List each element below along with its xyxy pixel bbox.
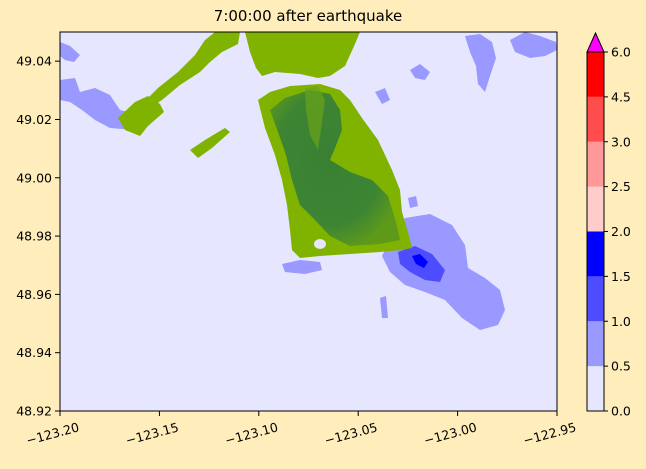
y-tick-label: 48.94 bbox=[16, 345, 52, 360]
land-north-block bbox=[245, 32, 360, 78]
land-ridge-highlight bbox=[305, 86, 325, 150]
inundation-patch-northeast-2 bbox=[510, 32, 557, 58]
colorbar-segment bbox=[587, 96, 604, 142]
inundation-patch-northwest bbox=[60, 42, 80, 62]
x-tick-label: −123.10 bbox=[223, 419, 279, 448]
inundation-patch-northeast-3 bbox=[410, 64, 430, 80]
colorbar-tick-label: 6.0 bbox=[611, 45, 631, 60]
colorbar-segment bbox=[587, 276, 604, 322]
land-west-sliver bbox=[190, 128, 230, 158]
colorbar-extend-max bbox=[586, 31, 605, 53]
land-peninsula-interior bbox=[270, 90, 400, 246]
colorbar-tick-label: 1.0 bbox=[611, 314, 631, 329]
colorbar-tick-label: 3.0 bbox=[611, 134, 631, 149]
inundation-patch-east bbox=[375, 88, 390, 104]
colorbar-tick-label: 0.0 bbox=[611, 404, 631, 419]
y-tick-label: 48.92 bbox=[16, 404, 52, 419]
colorbar-segment bbox=[587, 141, 604, 187]
x-tick-label: −123.00 bbox=[422, 419, 478, 448]
inundation-patch-small-1 bbox=[380, 296, 388, 318]
x-tick-label: −122.95 bbox=[522, 419, 578, 448]
y-tick-label: 49.00 bbox=[16, 170, 52, 185]
x-tick-label: −123.20 bbox=[25, 419, 81, 448]
inundation-patch-northeast-1 bbox=[465, 34, 496, 92]
x-axis: −123.20 −123.15 −123.10 −123.05 −123.00 −122.… bbox=[25, 411, 578, 448]
inundation-patch-deep bbox=[412, 254, 428, 268]
colorbar-segment bbox=[587, 52, 604, 97]
inundation-patch-small-2 bbox=[408, 196, 418, 208]
y-tick-label: 49.02 bbox=[16, 112, 52, 127]
y-tick-label: 48.96 bbox=[16, 287, 52, 302]
colorbar-segment bbox=[587, 186, 604, 232]
chart-title: 7:00:00 after earthquake bbox=[214, 7, 402, 25]
colorbar-segment bbox=[587, 321, 604, 367]
colorbar-tick-label: 2.5 bbox=[611, 179, 631, 194]
land-northern-strip bbox=[142, 32, 240, 108]
inundation-patch-south-coast bbox=[282, 260, 322, 274]
y-tick-label: 48.98 bbox=[16, 229, 52, 244]
y-axis: 48.92 48.94 48.96 48.98 49.00 49.02 49.04 bbox=[16, 54, 60, 419]
colorbar-segment bbox=[587, 366, 604, 411]
x-tick-label: −123.05 bbox=[323, 419, 379, 448]
colorbar-segment bbox=[587, 231, 604, 277]
plot-area bbox=[60, 32, 557, 411]
plot-frame bbox=[59, 31, 558, 412]
x-tick-label: −123.15 bbox=[124, 419, 180, 448]
y-tick-label: 49.04 bbox=[16, 54, 52, 69]
colorbar: 0.0 0.5 1.0 1.5 2.0 2.5 3.0 4.5 6.0 bbox=[586, 31, 631, 419]
colorbar-tick-label: 4.5 bbox=[611, 89, 631, 104]
colorbar-tick-label: 1.5 bbox=[611, 269, 631, 284]
land-northwest-block bbox=[118, 96, 164, 136]
colorbar-tick-label: 2.0 bbox=[611, 224, 631, 239]
inland-pond bbox=[314, 239, 326, 249]
colorbar-tick-label: 0.5 bbox=[611, 359, 631, 374]
